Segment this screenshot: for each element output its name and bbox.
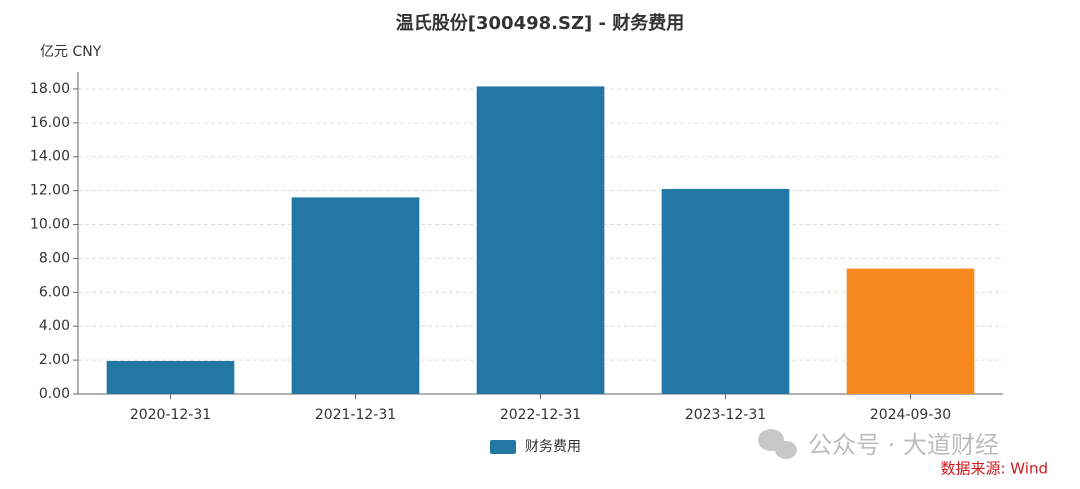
bar xyxy=(476,86,605,394)
y-tick-label: 2.00 xyxy=(39,352,70,368)
x-tick-label: 2024-09-30 xyxy=(870,407,951,423)
x-tick-label: 2022-12-31 xyxy=(500,407,581,423)
source: 数据来源: Wind xyxy=(940,460,1048,478)
y-tick-label: 14.00 xyxy=(30,149,70,165)
legend-label: 财务费用 xyxy=(525,439,581,455)
y-tick-label: 12.00 xyxy=(30,183,70,199)
bar xyxy=(106,360,235,394)
y-tick-label: 10.00 xyxy=(30,217,70,233)
bar xyxy=(291,197,420,394)
y-tick-label: 0.00 xyxy=(39,386,70,402)
chart-title: 温氏股份[300498.SZ] - 财务费用 xyxy=(396,12,684,34)
x-tick-label: 2023-12-31 xyxy=(685,407,766,423)
bar xyxy=(846,268,975,394)
watermark-icon xyxy=(758,429,797,459)
x-tick-label: 2020-12-31 xyxy=(130,407,211,423)
y-tick-label: 8.00 xyxy=(39,250,70,266)
y-tick-label: 4.00 xyxy=(39,318,70,334)
y-tick-label: 6.00 xyxy=(39,284,70,300)
bar xyxy=(661,188,790,394)
x-tick-label: 2021-12-31 xyxy=(315,407,396,423)
legend-swatch xyxy=(490,440,516,454)
y-tick-label: 16.00 xyxy=(30,115,70,131)
y-tick-label: 18.00 xyxy=(30,81,70,97)
y-unit-label: 亿元 CNY xyxy=(40,44,102,60)
watermark: 公众号 · 大道财经 xyxy=(808,431,999,459)
